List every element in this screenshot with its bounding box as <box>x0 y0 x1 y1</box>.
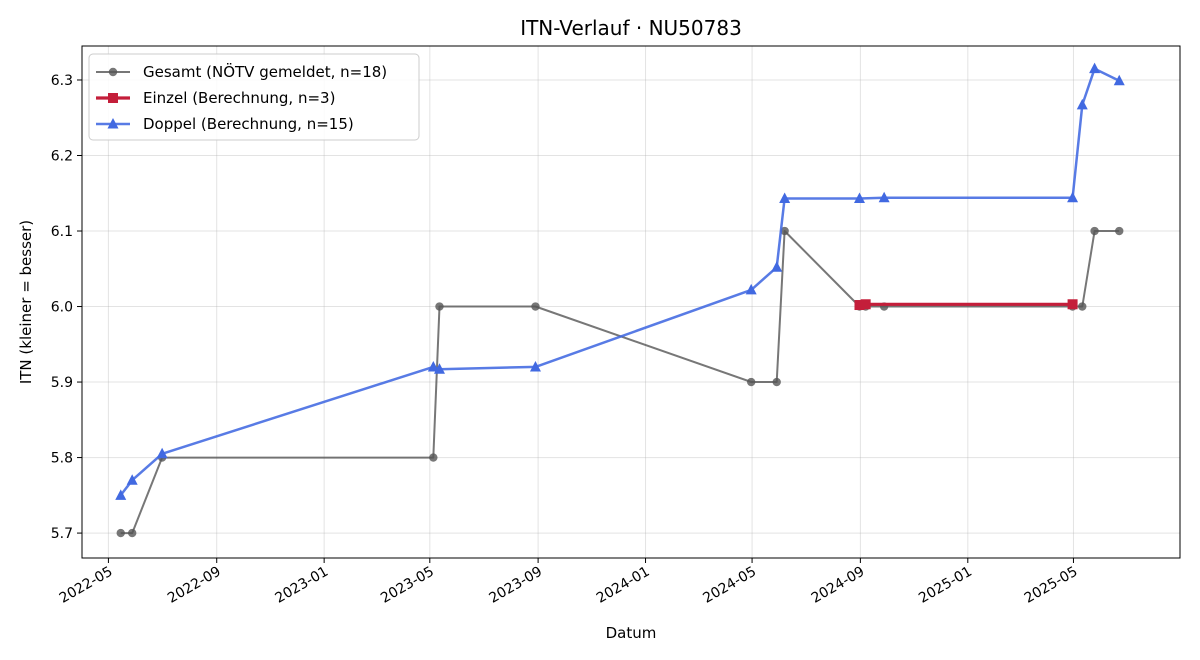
data-point <box>1089 62 1101 74</box>
data-point <box>429 453 438 462</box>
y-tick-label: 6.1 <box>51 224 73 240</box>
y-tick-label: 5.9 <box>51 375 73 391</box>
x-tick-label: 2022-09 <box>165 564 224 607</box>
x-tick-label: 2024-05 <box>700 564 759 607</box>
y-tick-label: 6.3 <box>51 73 73 89</box>
data-point <box>126 474 138 485</box>
y-tick-label: 6.2 <box>51 148 73 164</box>
data-point <box>427 360 439 372</box>
data-point <box>116 528 125 538</box>
data-point <box>854 300 865 311</box>
data-point <box>115 489 127 500</box>
series-3 <box>115 62 1125 500</box>
data-point <box>1067 299 1078 310</box>
legend-marker <box>108 93 118 103</box>
data-point <box>1113 74 1125 86</box>
x-tick-label: 2024-09 <box>809 564 868 607</box>
legend-entry-label: Doppel (Berechnung, n=15) <box>143 115 354 133</box>
data-point <box>1115 226 1124 236</box>
y-tick-label: 5.7 <box>51 526 73 542</box>
data-point <box>853 192 865 204</box>
chart-title: ITN-Verlauf · NU50783 <box>520 16 742 40</box>
x-axis-label: Datum <box>606 624 657 642</box>
data-point <box>1067 191 1079 203</box>
data-point <box>771 261 783 272</box>
x-tick-label: 2023-09 <box>486 564 545 607</box>
data-point <box>1090 226 1099 236</box>
data-point <box>746 377 756 387</box>
data-point <box>745 283 757 295</box>
data-point <box>878 191 890 203</box>
legend: Gesamt (NÖTV gemeldet, n=18) Einzel (Bere… <box>88 53 420 141</box>
x-tick-label: 2023-05 <box>378 564 437 607</box>
x-axis: 2022-05 2022-09 2023-01 2023-05 2023-09 2024-… <box>57 558 1081 607</box>
x-tick-label: 2025-05 <box>1022 564 1081 607</box>
y-axis: 5.7 5.8 5.9 6.0 6.1 6.2 6.3 <box>51 73 82 542</box>
data-point <box>529 360 541 372</box>
x-tick-label: 2022-05 <box>57 564 116 607</box>
x-tick-label: 2024-01 <box>594 564 653 607</box>
plot-frame <box>81 45 1181 559</box>
y-tick-label: 5.8 <box>51 451 73 467</box>
x-tick-label: 2025-01 <box>916 564 975 607</box>
y-tick-label: 6.0 <box>51 300 73 316</box>
legend-marker <box>108 67 118 77</box>
data-point <box>780 226 789 236</box>
data-point <box>1078 302 1087 311</box>
series-layer <box>115 62 1125 538</box>
data-point <box>435 302 444 311</box>
data-point <box>772 377 781 387</box>
series-line <box>859 302 1073 307</box>
data-point <box>127 528 137 538</box>
legend-marker <box>107 118 119 129</box>
data-point <box>156 447 168 459</box>
data-point <box>860 299 871 310</box>
data-point <box>1076 98 1088 110</box>
data-point <box>779 192 791 204</box>
data-point <box>433 363 445 374</box>
y-axis-label: ITN (kleiner = besser) <box>17 220 35 384</box>
legend-entry-label: Gesamt (NÖTV gemeldet, n=18) <box>143 62 387 81</box>
x-tick-label: 2023-01 <box>272 564 331 607</box>
data-point <box>531 302 540 311</box>
series-2 <box>854 299 1078 311</box>
legend-box <box>88 53 420 141</box>
legend-entry-label: Einzel (Berechnung, n=3) <box>143 89 335 107</box>
